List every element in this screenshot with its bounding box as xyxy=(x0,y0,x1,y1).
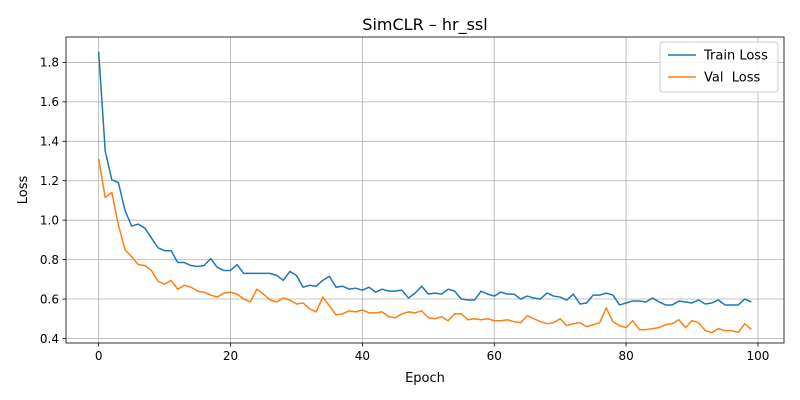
series-line-1 xyxy=(97,158,752,334)
x-tick-label: 80 xyxy=(618,349,633,363)
x-tick-label: 20 xyxy=(223,349,238,363)
x-tick-label: 60 xyxy=(487,349,502,363)
series-line-0 xyxy=(97,51,752,306)
plot-frame xyxy=(65,36,785,344)
x-tick-label: 40 xyxy=(355,349,370,363)
x-tick-label: 100 xyxy=(747,349,770,363)
legend: Train Loss Val Loss xyxy=(659,41,779,93)
y-tick-label: 1.4 xyxy=(40,135,59,149)
grid xyxy=(66,37,784,343)
legend-label-1: Val Loss xyxy=(704,71,760,86)
x-tick-label: 0 xyxy=(95,349,103,363)
series-lines xyxy=(97,51,752,334)
y-tick-label: 1.8 xyxy=(40,56,59,70)
y-tick-label: 0.6 xyxy=(40,292,59,306)
legend-label-0: Train Loss xyxy=(703,49,768,64)
x-axis-title: Epoch xyxy=(405,371,445,386)
chart-title: SimCLR – hr_ssl xyxy=(362,15,487,35)
x-axis-ticks: 0 20 40 60 80 100 xyxy=(95,343,770,363)
y-axis-title: Loss xyxy=(16,176,31,205)
y-tick-label: 0.8 xyxy=(40,253,59,267)
y-tick-label: 1.2 xyxy=(40,174,59,188)
y-tick-label: 0.4 xyxy=(40,332,59,346)
y-axis-ticks: 0.4 0.6 0.8 1.0 1.2 1.4 1.6 1.8 xyxy=(40,56,66,346)
y-tick-label: 1.0 xyxy=(40,213,59,227)
y-tick-label: 1.6 xyxy=(40,95,59,109)
